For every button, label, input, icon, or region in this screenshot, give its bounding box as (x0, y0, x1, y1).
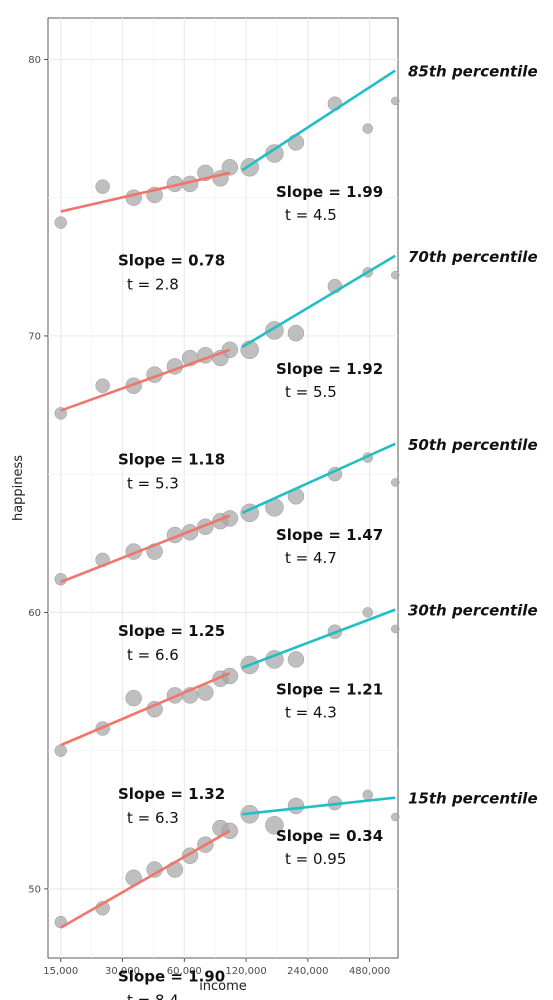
y-axis-title: happiness (11, 455, 26, 521)
percentile-label: 15th percentile (408, 790, 538, 808)
data-point (54, 216, 68, 229)
low-slope-label: Slope = 1.90 (118, 968, 225, 986)
data-point (287, 797, 305, 815)
low-income-fit-line (60, 829, 231, 929)
x-tick-label: 15,000 (43, 966, 78, 977)
percentile-label: 85th percentile (408, 63, 538, 81)
high-slope-label: Slope = 1.99 (276, 183, 383, 201)
high-t-label: t = 0.95 (285, 850, 346, 868)
high-slope-label: Slope = 1.47 (276, 526, 383, 544)
x-tick-label: 480,000 (349, 966, 390, 977)
high-t-label: t = 5.5 (285, 383, 337, 401)
data-point (287, 651, 305, 668)
data-point (391, 478, 400, 487)
y-tick-label: 50 (28, 884, 41, 895)
slope-annotations: Slope = 0.78 t = 2.8 Slope = 1.99 t = 4.5 Sl… (118, 183, 383, 1000)
data-point (95, 378, 110, 393)
data-point (287, 134, 305, 151)
data-point (391, 270, 400, 280)
percentile-labels: 85th percentile 70th percentile 50th perce… (408, 63, 538, 808)
x-tick-label: 60,000 (167, 966, 202, 977)
high-slope-label: Slope = 1.21 (276, 681, 383, 699)
high-slope-label: Slope = 1.92 (276, 360, 383, 378)
data-point (391, 96, 400, 106)
plot-panel (47, 17, 399, 959)
y-tick-label: 80 (28, 55, 41, 66)
data-point (221, 159, 239, 176)
data-point (265, 816, 284, 835)
data-point (125, 189, 142, 206)
y-tick-label: 60 (28, 608, 41, 619)
data-point (362, 607, 373, 618)
data-point (391, 624, 400, 634)
percentile-label: 50th percentile (408, 436, 538, 454)
x-axis-title: income (199, 979, 247, 994)
high-income-fit-line (241, 254, 396, 349)
fit-lines (60, 69, 396, 929)
data-point (362, 123, 373, 134)
percentile-label: 30th percentile (408, 602, 538, 620)
low-income-fit-line (60, 171, 231, 213)
low-t-label: t = 2.8 (127, 276, 179, 294)
low-slope-label: Slope = 1.32 (118, 785, 225, 803)
data-point (166, 861, 184, 878)
low-t-label: t = 6.3 (127, 809, 179, 827)
axes: 50 60 70 80 15,000 30,000 60,000 120,000 240,000… (11, 55, 390, 994)
low-slope-label: Slope = 0.78 (118, 252, 225, 270)
x-tick-label: 240,000 (287, 966, 328, 977)
low-t-label: t = 5.3 (127, 475, 179, 493)
high-income-fit-line (242, 796, 396, 816)
high-slope-label: Slope = 0.34 (276, 827, 383, 845)
data-point (125, 689, 142, 707)
low-income-fit-line (60, 514, 231, 584)
high-income-fit-line (241, 442, 396, 515)
high-t-label: t = 4.3 (285, 704, 337, 722)
high-income-fit-line (241, 69, 396, 172)
data-point (391, 812, 400, 822)
data-point (287, 324, 305, 342)
low-slope-label: Slope = 1.25 (118, 622, 225, 640)
data-point (54, 744, 68, 757)
x-tick-label: 120,000 (225, 966, 266, 977)
x-tick-label: 30,000 (105, 966, 140, 977)
percentile-label: 70th percentile (408, 248, 538, 266)
low-income-fit-line (60, 672, 231, 747)
data-point (95, 179, 110, 194)
data-point (362, 789, 373, 801)
high-t-label: t = 4.7 (285, 549, 337, 567)
low-t-label: t = 6.6 (127, 646, 179, 664)
y-tick-label: 70 (28, 331, 41, 342)
high-income-fit-line (241, 608, 396, 669)
high-t-label: t = 4.5 (285, 206, 337, 224)
low-t-label: t = 8.4 (127, 992, 179, 1000)
low-slope-label: Slope = 1.18 (118, 451, 225, 469)
low-income-fit-line (60, 348, 231, 412)
